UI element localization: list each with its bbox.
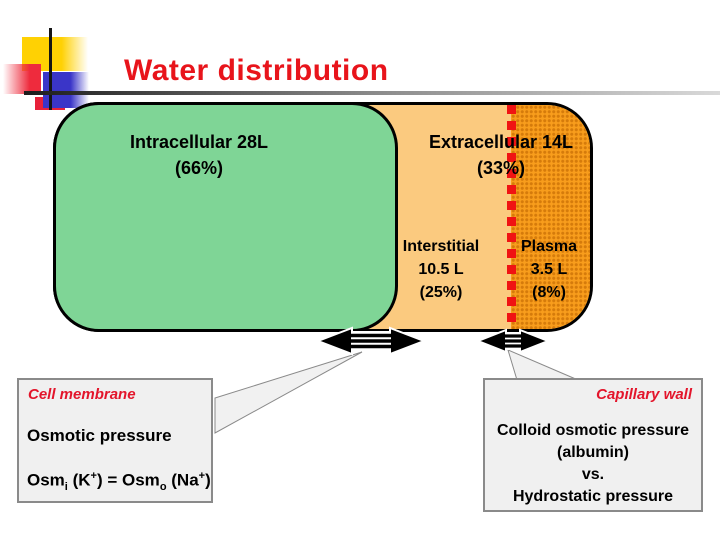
plasma-region	[511, 105, 590, 329]
formula-k-plus: +	[90, 470, 97, 482]
plasma-name: Plasma	[520, 238, 578, 255]
formula-k: (K	[67, 470, 91, 490]
page-title: Water distribution	[124, 54, 389, 87]
interstitial-percent: (25%)	[419, 284, 463, 301]
plasma-volume: 3.5 L	[530, 261, 568, 278]
capillary-wall-callout: Capillary wall Colloid osmotic pressure …	[483, 378, 703, 512]
plasma-percent: (8%)	[532, 284, 566, 301]
intracellular-compartment	[53, 102, 398, 332]
capillary-wall-body: Colloid osmotic pressure (albumin) vs. H…	[485, 420, 701, 508]
formula-na: (Na	[166, 470, 199, 490]
vs-text: vs.	[581, 466, 605, 483]
osmolarity-formula: Osmi (K+) = Osmo (Na+)	[27, 470, 211, 493]
intracellular-name: Intracellular 28L	[129, 132, 269, 152]
title-underline	[24, 91, 720, 95]
osmotic-pressure-text: Osmotic pressure	[27, 426, 172, 445]
extracellular-name: Extracellular 14L	[428, 132, 574, 152]
formula-sub-i: i	[64, 481, 68, 494]
intracellular-label: Intracellular 28L (66%)	[104, 129, 294, 181]
interstitial-name: Interstitial	[402, 238, 480, 255]
formula-sub-o: o	[159, 481, 167, 494]
capillary-wall-exchange-arrow-icon	[475, 328, 551, 354]
extracellular-percent: (33%)	[476, 158, 525, 178]
hydrostatic-pressure-text: Hydrostatic pressure	[512, 488, 674, 505]
capillary-wall-callout-tail	[507, 349, 579, 381]
formula-close-paren: )	[205, 470, 211, 490]
cell-membrane-heading: Cell membrane	[28, 386, 136, 403]
formula-osm-i: Osm	[27, 470, 65, 490]
extracellular-label: Extracellular 14L (33%)	[406, 129, 596, 181]
capillary-wall-heading: Capillary wall	[596, 386, 692, 403]
decoration-vertical-line	[49, 28, 52, 110]
decoration-pink-square	[3, 64, 41, 94]
formula-na-plus: +	[198, 470, 206, 482]
capillary-wall-dashed-line	[507, 105, 516, 329]
plasma-label: Plasma 3.5 L (8%)	[494, 235, 604, 304]
albumin-text: (albumin)	[557, 444, 629, 461]
colloid-osmotic-pressure-text: Colloid osmotic pressure	[496, 422, 690, 439]
formula-equals-osm-o: ) = Osm	[96, 470, 160, 490]
intracellular-percent: (66%)	[174, 158, 223, 178]
cell-membrane-callout: Cell membrane Osmotic pressure Osmi (K+)…	[17, 378, 213, 503]
cell-membrane-callout-tail	[214, 351, 363, 434]
interstitial-label: Interstitial 10.5 L (25%)	[386, 235, 496, 304]
interstitial-volume: 10.5 L	[418, 261, 464, 278]
